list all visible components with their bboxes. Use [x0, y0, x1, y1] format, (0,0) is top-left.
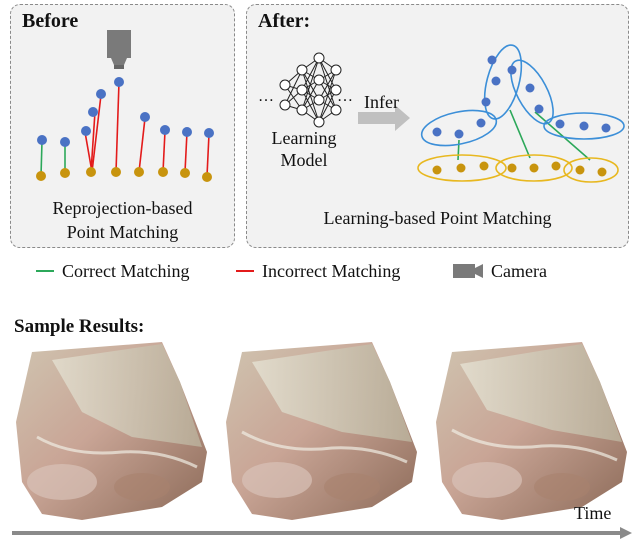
sample-result-image-3: [436, 342, 627, 520]
infer-label: Infer: [364, 92, 399, 112]
before-blue-points: [37, 77, 214, 147]
ellipsis-left: …: [258, 88, 275, 105]
legend-camera: Camera: [453, 259, 547, 283]
legend-correct: Correct Matching: [36, 259, 189, 283]
correct-match-line: [457, 139, 460, 161]
after-caption: Learning-based Point Matching: [323, 208, 552, 228]
after-matching-lines: [457, 109, 591, 161]
legend-incorrect: Incorrect Matching: [236, 259, 400, 283]
incorrect-swatch: [236, 270, 254, 272]
ellipsis-right: …: [337, 88, 354, 105]
learning-model-label: Learning Model: [264, 127, 344, 171]
incorrect-match-line: [138, 117, 146, 173]
sample-result-image-1: [16, 342, 207, 520]
model-label-line2: Model: [280, 150, 328, 170]
before-caption-line1: Reprojection-based: [52, 198, 193, 218]
legend-incorrect-label: Incorrect Matching: [262, 260, 401, 281]
blue-cluster-ellipses: [420, 44, 625, 147]
correct-match-line: [534, 111, 591, 161]
incorrect-match-line: [90, 111, 96, 173]
after-blue-points: [432, 55, 611, 139]
before-gold-points: [36, 167, 212, 182]
before-title: Before: [22, 10, 79, 32]
neural-network-icon: [279, 52, 342, 128]
correct-swatch: [36, 270, 54, 272]
incorrect-match-line: [162, 130, 166, 173]
sample-result-image-2: [226, 342, 417, 520]
before-caption: Reprojection-based Point Matching: [10, 196, 235, 244]
after-panel: [246, 4, 629, 248]
incorrect-match-line: [184, 131, 188, 173]
infer-arrow-icon: [358, 105, 410, 131]
sample-results-title: Sample Results:: [14, 316, 145, 337]
camera-legend-icon: [453, 264, 483, 278]
incorrect-match-line: [206, 133, 210, 177]
legend-correct-label: Correct Matching: [62, 260, 190, 281]
model-label-line1: Learning: [271, 128, 337, 148]
after-title: After:: [258, 10, 311, 32]
incorrect-match-line: [91, 94, 102, 173]
correct-match-line: [40, 140, 43, 177]
correct-match-line: [509, 109, 531, 159]
camera-icon: [107, 30, 131, 69]
before-caption-line2: Point Matching: [66, 222, 179, 242]
after-gold-points: [432, 161, 607, 177]
time-label: Time: [574, 503, 612, 523]
gold-cluster-ellipses: [417, 154, 619, 183]
legend-camera-label: Camera: [491, 260, 547, 281]
incorrect-match-line: [115, 81, 120, 173]
